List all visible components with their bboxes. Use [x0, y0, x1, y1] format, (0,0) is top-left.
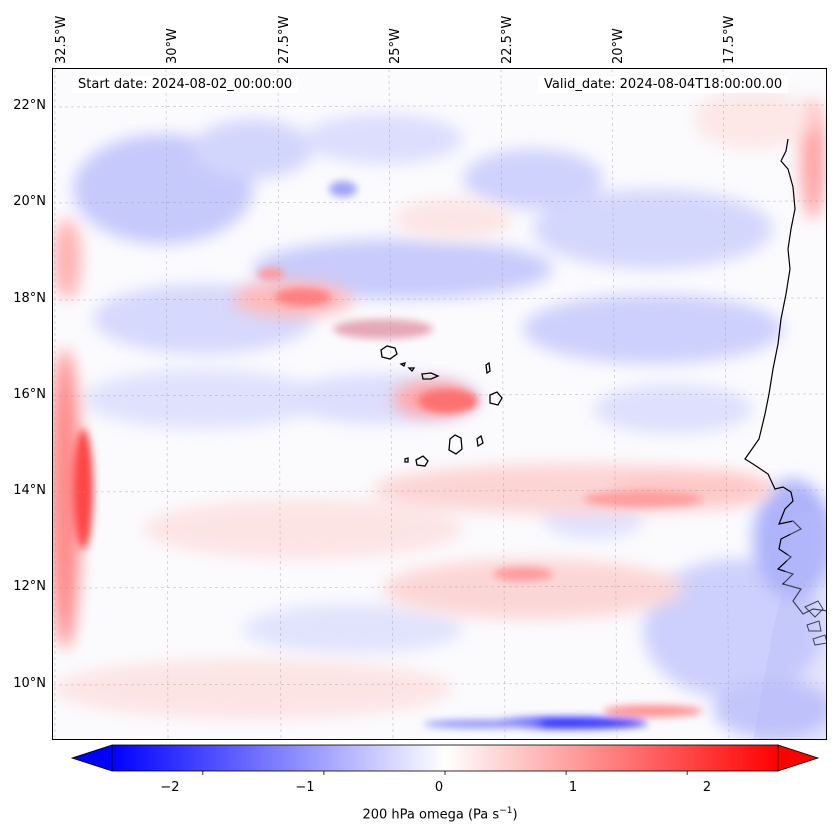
lon-label-22-5w: 22.5°W — [500, 15, 515, 64]
colorbar-label-text: 200 hPa omega (Pa s — [362, 807, 500, 823]
colorbar-tick-minus-2: −2 — [160, 780, 180, 795]
colorbar-tick-2: 2 — [702, 780, 712, 795]
lon-label-25w: 25°W — [388, 28, 403, 64]
colorbar-tick-minus-1: −1 — [295, 780, 315, 795]
lon-label-27-5w: 27.5°W — [277, 15, 292, 64]
lat-label-16n: 16°N — [13, 387, 46, 402]
valid-date-label: Valid_date: 2024-08-04T18:00:00.00 — [538, 76, 789, 93]
start-date-label: Start date: 2024-08-02_00:00:00 — [72, 76, 299, 93]
lat-label-12n: 12°N — [13, 579, 46, 594]
colorbar-tickmarks — [202, 771, 688, 775]
lon-label-30w: 30°W — [165, 28, 180, 64]
lat-label-20n: 20°N — [13, 194, 46, 209]
colorbar-label-exponent: −1 — [499, 806, 513, 816]
lat-label-18n: 18°N — [13, 291, 46, 306]
colorbar-gradient — [111, 744, 779, 772]
africa-coastline — [744, 138, 826, 615]
lon-label-20w: 20°W — [611, 28, 626, 64]
lat-label-10n: 10°N — [13, 676, 46, 691]
colorbar-tick-1: 1 — [568, 780, 578, 795]
lat-label-14n: 14°N — [13, 483, 46, 498]
colorbar-extend-max — [777, 744, 820, 772]
coastal-islands — [804, 600, 826, 646]
lon-label-17-5w: 17.5°W — [722, 15, 737, 64]
omega-field-map — [53, 69, 826, 739]
colorbar-label: 200 hPa omega (Pa s−1) — [0, 806, 837, 822]
africa-land-shading — [753, 509, 826, 739]
lat-label-22n: 22°N — [13, 98, 46, 113]
cabo-verde-islands — [380, 345, 503, 467]
colorbar — [70, 744, 820, 775]
map-panel — [52, 68, 827, 740]
colorbar-tick-0: 0 — [434, 780, 444, 795]
graticule — [53, 69, 826, 739]
sharp-omega-features — [73, 181, 703, 729]
lon-label-32-5w: 32.5°W — [54, 15, 69, 64]
colorbar-label-end: ) — [512, 807, 518, 823]
colorbar-extend-min — [70, 744, 113, 772]
